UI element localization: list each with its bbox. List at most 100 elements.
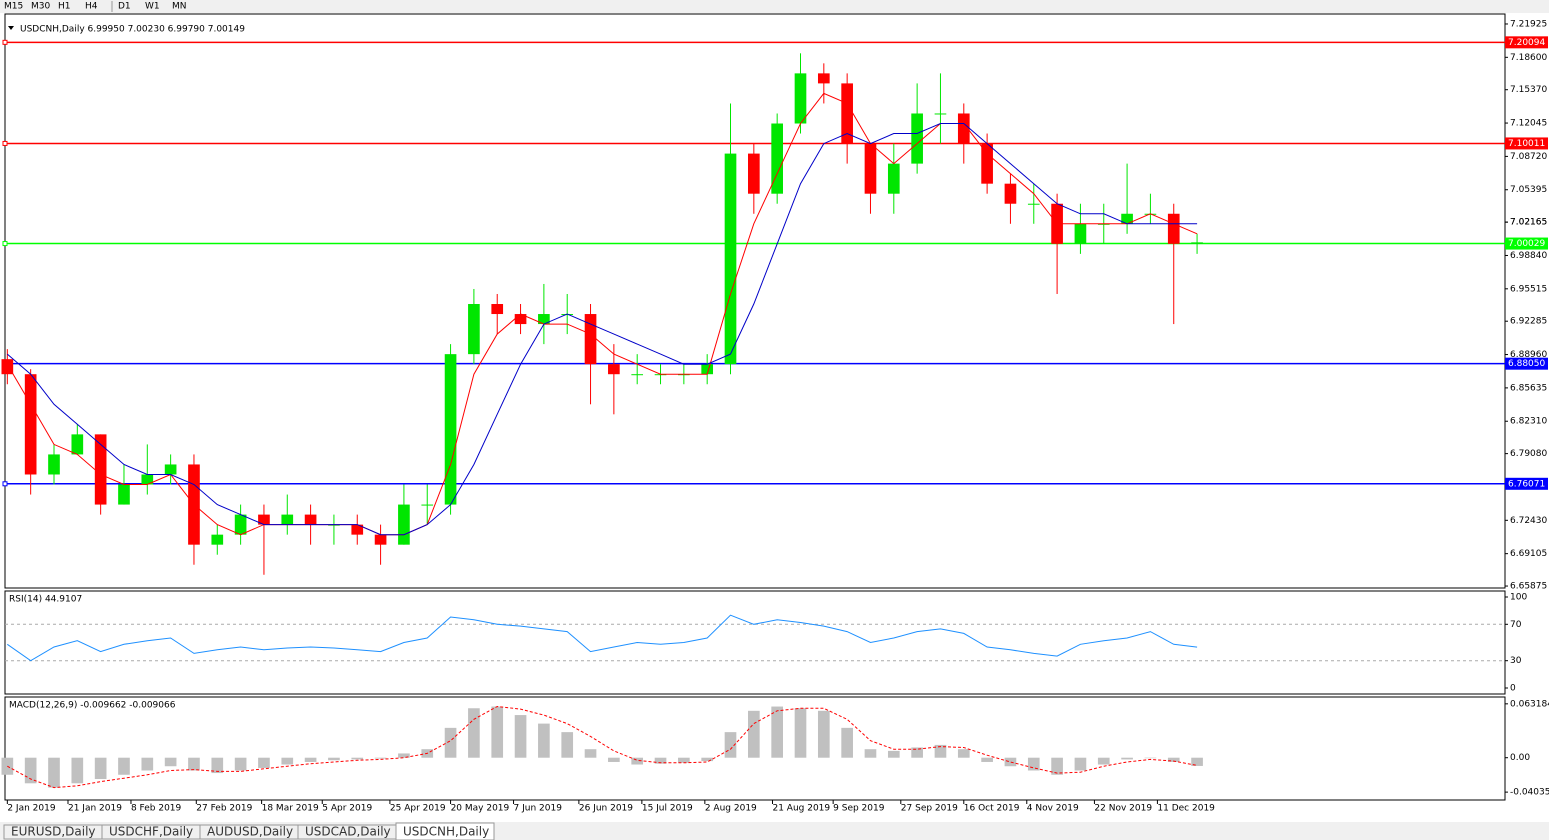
macd-bar xyxy=(444,727,457,758)
candle-body xyxy=(1167,213,1180,244)
candle-body xyxy=(281,514,294,525)
candle-body xyxy=(1121,213,1133,224)
candle-body xyxy=(701,364,714,375)
macd-bar xyxy=(141,757,154,771)
x-tick-label: 4 Nov 2019 xyxy=(1027,804,1079,814)
macd-bar xyxy=(817,710,830,758)
macd-bar xyxy=(468,708,480,758)
candle-body xyxy=(817,73,830,84)
timeframe-button[interactable]: M30 xyxy=(31,2,50,12)
macd-bar xyxy=(374,757,387,759)
y-tick-label: 6.79080 xyxy=(1510,449,1547,459)
macd-bar xyxy=(94,757,107,780)
candle-body xyxy=(164,464,177,475)
x-tick-label: 11 Dec 2019 xyxy=(1157,804,1215,814)
timeframe-button[interactable]: W1 xyxy=(145,2,160,12)
candle-body xyxy=(94,434,107,505)
level-label-box xyxy=(1505,477,1548,490)
x-tick-label: 25 Apr 2019 xyxy=(390,804,446,814)
candle-body xyxy=(631,374,644,376)
level-handle xyxy=(2,241,8,247)
macd-bar xyxy=(538,723,550,758)
candle-body xyxy=(514,314,527,325)
timeframe-button[interactable]: MN xyxy=(172,2,187,12)
y-tick-label: 0 xyxy=(1510,683,1516,693)
macd-bar xyxy=(957,749,970,758)
macd-bar xyxy=(608,757,620,762)
macd-bar xyxy=(24,757,37,784)
toolbar xyxy=(0,0,1549,13)
tab[interactable] xyxy=(395,822,495,840)
y-tick-label: 7.18600 xyxy=(1510,53,1547,63)
y-tick-label: -0.040355 xyxy=(1510,788,1549,798)
tab-label[interactable]: USDCNH,Daily xyxy=(403,825,489,839)
candle-body xyxy=(1004,183,1017,204)
candle-body xyxy=(398,504,410,545)
macd-bar xyxy=(234,757,247,771)
y-tick-label: 70 xyxy=(1510,620,1522,630)
timeframe-button[interactable]: D1 xyxy=(118,2,131,12)
macd-bar xyxy=(211,757,224,774)
timeframe-button[interactable]: H4 xyxy=(85,2,98,12)
macd-signal xyxy=(7,705,1198,789)
collapse-arrow xyxy=(8,26,14,30)
candle-body xyxy=(771,123,783,194)
macd-bar xyxy=(48,757,60,788)
moving-average xyxy=(6,123,1198,536)
macd-bar xyxy=(71,757,84,784)
macd-bar xyxy=(911,747,923,758)
y-tick-label: 6.85635 xyxy=(1510,383,1547,393)
candle-body xyxy=(118,484,130,505)
moving-average xyxy=(6,92,1198,536)
tab-label[interactable]: EURUSD,Daily xyxy=(11,825,96,839)
y-tick-label: 6.98840 xyxy=(1510,251,1547,261)
rsi-panel xyxy=(4,590,1506,695)
y-tick-label: 100 xyxy=(1510,593,1527,603)
candle-body xyxy=(491,304,504,315)
macd-bar xyxy=(841,727,853,758)
candle-body xyxy=(328,524,340,526)
y-tick-label: 7.12045 xyxy=(1510,119,1547,129)
macd-bar xyxy=(118,757,130,775)
x-tick-label: 22 Nov 2019 xyxy=(1094,804,1152,814)
macd-bar xyxy=(1004,757,1017,767)
y-tick-label: 7.08720 xyxy=(1510,152,1547,162)
macd-bar xyxy=(1121,757,1133,760)
candle-body xyxy=(258,514,270,525)
y-tick-label: 6.82310 xyxy=(1510,417,1547,427)
x-tick-label: 5 Apr 2019 xyxy=(322,804,372,814)
y-tick-label: 6.92285 xyxy=(1510,317,1547,327)
x-tick-label: 21 Aug 2019 xyxy=(772,804,830,814)
x-tick-label: 16 Oct 2019 xyxy=(964,804,1020,814)
candle-body xyxy=(934,113,947,115)
level-label-box xyxy=(1505,237,1548,250)
macd-bar xyxy=(1191,757,1203,766)
rsi-title: RSI(14) 44.9107 xyxy=(9,595,82,605)
x-tick-label: 26 Jun 2019 xyxy=(579,804,633,814)
macd-bar xyxy=(258,757,270,768)
level-label-box xyxy=(1505,357,1548,370)
macd-bar xyxy=(748,710,760,758)
candle-body xyxy=(421,504,434,506)
macd-bar xyxy=(887,750,900,758)
tab-label[interactable]: USDCAD,Daily xyxy=(305,825,391,839)
candle-body xyxy=(794,73,807,124)
candle-body xyxy=(608,364,620,375)
macd-bar xyxy=(491,706,504,758)
macd-bar xyxy=(654,757,667,764)
candle-body xyxy=(748,153,760,194)
timeframe-button[interactable]: M15 xyxy=(4,2,23,12)
candle-body xyxy=(981,143,993,184)
macd-bar xyxy=(164,757,177,767)
x-tick-label: 2 Jan 2019 xyxy=(7,804,55,814)
tab-label[interactable]: USDCHF,Daily xyxy=(109,825,193,839)
timeframe-button[interactable]: H1 xyxy=(58,2,71,12)
y-tick-label: 6.69105 xyxy=(1510,549,1547,559)
x-tick-label: 21 Jan 2019 xyxy=(68,804,122,814)
tab-label[interactable]: AUDUSD,Daily xyxy=(207,825,293,839)
macd-bar xyxy=(584,749,597,758)
candle-body xyxy=(48,454,60,475)
y-tick-label: 0.063184 xyxy=(1510,699,1549,709)
candle-body xyxy=(841,83,853,144)
